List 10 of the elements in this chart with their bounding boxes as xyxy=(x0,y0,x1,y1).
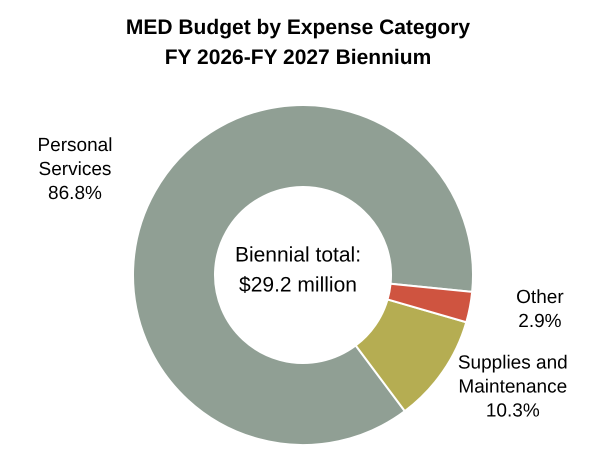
text: $29.2 million xyxy=(239,274,357,296)
data-label: 86.8% xyxy=(48,182,102,204)
chart-subtitle: FY 2026-FY 2027 Biennium xyxy=(164,46,432,69)
chart-title: MED Budget by Expense Category xyxy=(126,16,470,39)
data-label: 2.9% xyxy=(518,310,562,332)
text: Biennial total: xyxy=(234,244,362,266)
slice-label: Personal Services xyxy=(37,134,112,180)
slice-label: Other xyxy=(516,286,564,308)
data-label: 10.3% xyxy=(486,400,540,422)
slice-label: Supplies and Maintenance xyxy=(458,352,568,398)
